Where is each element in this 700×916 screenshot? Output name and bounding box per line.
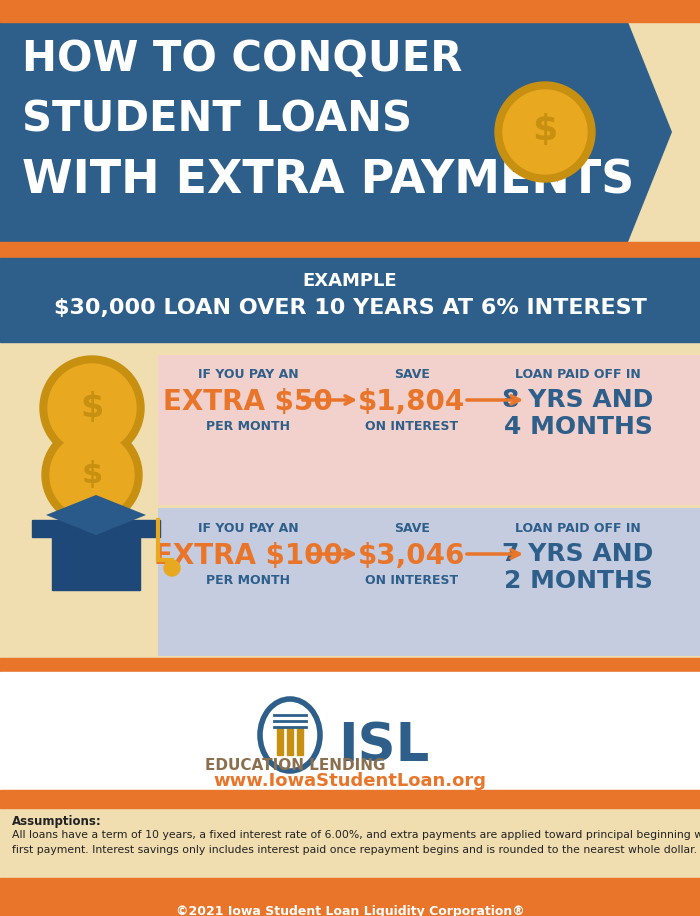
Bar xyxy=(158,355,700,505)
Bar xyxy=(0,790,700,808)
Text: $: $ xyxy=(533,113,558,147)
Bar xyxy=(32,520,160,537)
Text: PER MONTH: PER MONTH xyxy=(206,574,290,587)
Text: EXTRA $50: EXTRA $50 xyxy=(163,388,333,416)
Text: LOAN PAID OFF IN: LOAN PAID OFF IN xyxy=(515,368,641,381)
Text: SAVE: SAVE xyxy=(394,522,430,535)
Text: $: $ xyxy=(80,390,104,423)
Polygon shape xyxy=(0,22,672,242)
Bar xyxy=(0,242,700,258)
Bar xyxy=(277,727,283,755)
Text: 2 MONTHS: 2 MONTHS xyxy=(503,569,652,593)
Text: Assumptions:: Assumptions: xyxy=(12,815,102,828)
Bar xyxy=(0,658,700,672)
Circle shape xyxy=(495,82,595,182)
Text: www.IowaStudentLoan.org: www.IowaStudentLoan.org xyxy=(214,772,486,790)
Polygon shape xyxy=(46,495,146,535)
Circle shape xyxy=(164,560,180,576)
Bar xyxy=(287,727,293,755)
Circle shape xyxy=(50,433,134,517)
Circle shape xyxy=(40,356,144,460)
Text: LOAN PAID OFF IN: LOAN PAID OFF IN xyxy=(515,522,641,535)
Text: EDUCATION LENDING: EDUCATION LENDING xyxy=(204,758,385,773)
Text: 8 YRS AND: 8 YRS AND xyxy=(503,388,654,412)
Text: $3,046: $3,046 xyxy=(358,542,466,570)
Bar xyxy=(158,508,700,656)
Text: STUDENT LOANS: STUDENT LOANS xyxy=(22,98,412,140)
Text: $30,000 LOAN OVER 10 YEARS AT 6% INTEREST: $30,000 LOAN OVER 10 YEARS AT 6% INTERES… xyxy=(54,298,646,318)
Bar xyxy=(0,0,700,22)
Text: IF YOU PAY AN: IF YOU PAY AN xyxy=(197,522,298,535)
Text: WITH EXTRA PAYMENTS: WITH EXTRA PAYMENTS xyxy=(22,158,634,203)
Text: ISL: ISL xyxy=(338,720,429,772)
Text: $1,804: $1,804 xyxy=(358,388,466,416)
Bar xyxy=(297,727,303,755)
Text: EXTRA $100: EXTRA $100 xyxy=(153,542,342,570)
Text: EXAMPLE: EXAMPLE xyxy=(302,272,398,290)
Bar xyxy=(0,878,700,916)
Text: ©2021 Iowa Student Loan Liquidity Corporation®: ©2021 Iowa Student Loan Liquidity Corpor… xyxy=(176,905,524,916)
Text: PER MONTH: PER MONTH xyxy=(206,420,290,433)
Text: ON INTEREST: ON INTEREST xyxy=(365,574,459,587)
Text: SAVE: SAVE xyxy=(394,368,430,381)
Text: All loans have a term of 10 years, a fixed interest rate of 6.00%, and extra pay: All loans have a term of 10 years, a fix… xyxy=(12,830,700,840)
Bar xyxy=(0,258,700,342)
Bar xyxy=(52,535,140,590)
Text: 4 MONTHS: 4 MONTHS xyxy=(503,415,652,439)
Circle shape xyxy=(48,364,136,452)
Circle shape xyxy=(42,425,142,525)
Text: first payment. Interest savings only includes interest paid once repayment begin: first payment. Interest savings only inc… xyxy=(12,845,697,855)
Text: $: $ xyxy=(81,460,103,488)
Text: HOW TO CONQUER: HOW TO CONQUER xyxy=(22,38,463,80)
Text: 7 YRS AND: 7 YRS AND xyxy=(503,542,654,566)
Bar xyxy=(0,672,700,790)
Text: ON INTEREST: ON INTEREST xyxy=(365,420,459,433)
Text: IF YOU PAY AN: IF YOU PAY AN xyxy=(197,368,298,381)
Circle shape xyxy=(503,90,587,174)
